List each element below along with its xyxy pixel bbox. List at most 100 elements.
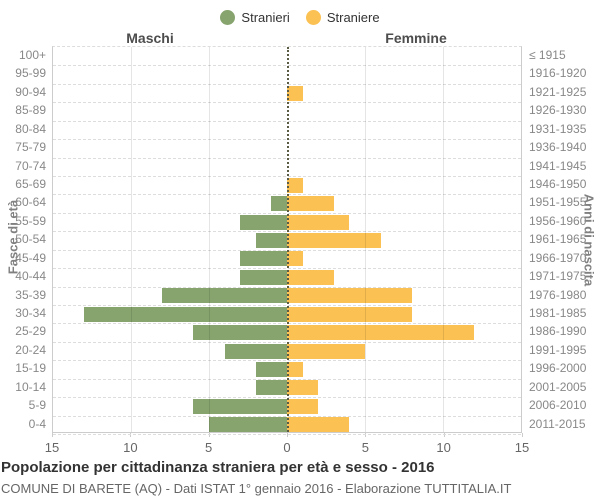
x-axis-tick-label: 10	[436, 440, 451, 455]
birth-year-label: 1946-1950	[529, 177, 587, 191]
gridline-vertical	[208, 47, 210, 432]
maschi-header: Maschi	[126, 30, 174, 46]
birth-year-label: 1981-1985	[529, 306, 587, 320]
legend: Stranieri Straniere	[0, 6, 600, 28]
chart-subtitle: COMUNE DI BARETE (AQ) - Dati ISTAT 1° ge…	[1, 481, 512, 496]
birth-year-label: 2001-2005	[529, 379, 587, 394]
age-group-label: 40-44	[15, 269, 46, 284]
bar-femmine	[287, 343, 365, 359]
age-group-label: 50-54	[15, 232, 46, 247]
bar-maschi	[240, 251, 287, 267]
bar-maschi	[255, 233, 287, 248]
x-axis-tick	[208, 433, 210, 437]
birth-year-label: 2006-2010	[529, 398, 587, 413]
legend-label-stranieri: Stranieri	[241, 9, 290, 25]
bar-femmine	[287, 398, 319, 414]
birth-year-label: 1986-1990	[529, 324, 587, 339]
bar-maschi	[240, 214, 287, 230]
birth-year-label: 1956-1960	[529, 213, 587, 228]
x-axis-tick-label: 10	[123, 440, 138, 455]
bar-femmine	[287, 306, 412, 322]
age-group-label: 15-19	[15, 361, 46, 376]
legend-marker-straniere-icon	[305, 9, 321, 25]
birth-year-label: 1971-1975	[529, 269, 587, 284]
age-group-label: 55-59	[15, 213, 46, 228]
bar-femmine	[287, 233, 381, 248]
birth-year-label: ≤ 1915	[529, 48, 566, 62]
birth-year-label: 1931-1935	[529, 121, 587, 136]
x-axis-tick	[443, 433, 445, 437]
x-axis-tick	[130, 433, 132, 437]
age-group-label: 20-24	[15, 342, 46, 357]
bar-maschi	[209, 417, 287, 433]
birth-year-label: 1991-1995	[529, 342, 587, 357]
bar-maschi	[255, 380, 287, 396]
age-group-label: 90-94	[15, 84, 46, 99]
bar-femmine	[287, 269, 334, 285]
bar-femmine	[287, 288, 412, 304]
bar-femmine	[287, 251, 303, 267]
bar-maschi	[240, 269, 287, 285]
bar-femmine	[287, 362, 303, 377]
x-axis-tick-label: 5	[361, 440, 369, 455]
birth-year-label: 1966-1970	[529, 250, 587, 265]
gridline-vertical	[130, 47, 132, 432]
x-axis-tick-label: 15	[44, 440, 60, 455]
age-group-label: 10-14	[15, 379, 46, 394]
legend-label-straniere: Straniere	[326, 9, 380, 25]
age-group-label: 60-64	[15, 195, 46, 210]
gridline-vertical	[443, 47, 444, 432]
birth-year-label: 1996-2000	[529, 361, 587, 376]
center-axis-line	[287, 47, 289, 432]
birth-year-label: 1921-1925	[529, 84, 587, 99]
bar-femmine	[287, 196, 334, 212]
age-group-label: 25-29	[15, 324, 46, 339]
age-group-label: 95-99	[15, 66, 46, 81]
birth-year-label: 1926-1930	[529, 103, 587, 118]
legend-marker-stranieri-icon	[220, 9, 236, 25]
birth-year-label: 1961-1965	[529, 232, 587, 247]
legend-item-straniere[interactable]: Straniere	[305, 9, 380, 25]
bar-femmine	[287, 380, 319, 396]
age-group-label: 75-79	[15, 140, 46, 155]
age-group-label: 45-49	[15, 250, 46, 265]
x-axis-tick	[52, 433, 53, 437]
bar-maschi	[255, 362, 287, 377]
birth-year-label: 1976-1980	[529, 287, 587, 302]
legend-item-stranieri[interactable]: Stranieri	[220, 9, 290, 25]
bar-femmine	[287, 417, 350, 433]
age-group-label: 0-4	[28, 416, 46, 431]
x-axis-tick	[365, 433, 367, 437]
x-axis-tick-label: 5	[205, 440, 213, 455]
femmine-header: Femmine	[385, 30, 447, 46]
gridline-horizontal	[53, 434, 521, 435]
plot-area	[52, 46, 522, 435]
x-axis-tick-label: 15	[514, 440, 530, 455]
age-group-label: 65-69	[15, 177, 46, 191]
x-axis-tick	[522, 433, 523, 437]
age-group-label: 70-74	[15, 158, 46, 173]
bar-femmine	[287, 214, 350, 230]
birth-year-label: 1951-1955	[529, 195, 587, 210]
bar-maschi	[224, 343, 287, 359]
birth-year-label: 1936-1940	[529, 140, 587, 155]
chart-title: Popolazione per cittadinanza straniera p…	[1, 459, 435, 476]
bar-femmine	[287, 177, 303, 193]
bar-maschi	[271, 196, 287, 212]
bar-maschi	[162, 288, 287, 304]
age-group-label: 100+	[18, 48, 46, 62]
bar-maschi	[193, 398, 287, 414]
birth-year-label: 1916-1920	[529, 66, 587, 81]
age-group-label: 35-39	[15, 287, 46, 302]
bar-femmine	[287, 85, 303, 101]
age-group-label: 80-84	[15, 121, 46, 136]
bar-maschi	[84, 306, 287, 322]
gridline-vertical	[364, 47, 366, 432]
age-group-label: 30-34	[15, 306, 46, 320]
age-group-label: 85-89	[15, 103, 46, 118]
bar-femmine	[287, 325, 475, 341]
bar-maschi	[193, 325, 287, 341]
birth-year-label: 1941-1945	[529, 158, 587, 173]
age-group-label: 5-9	[28, 398, 46, 413]
